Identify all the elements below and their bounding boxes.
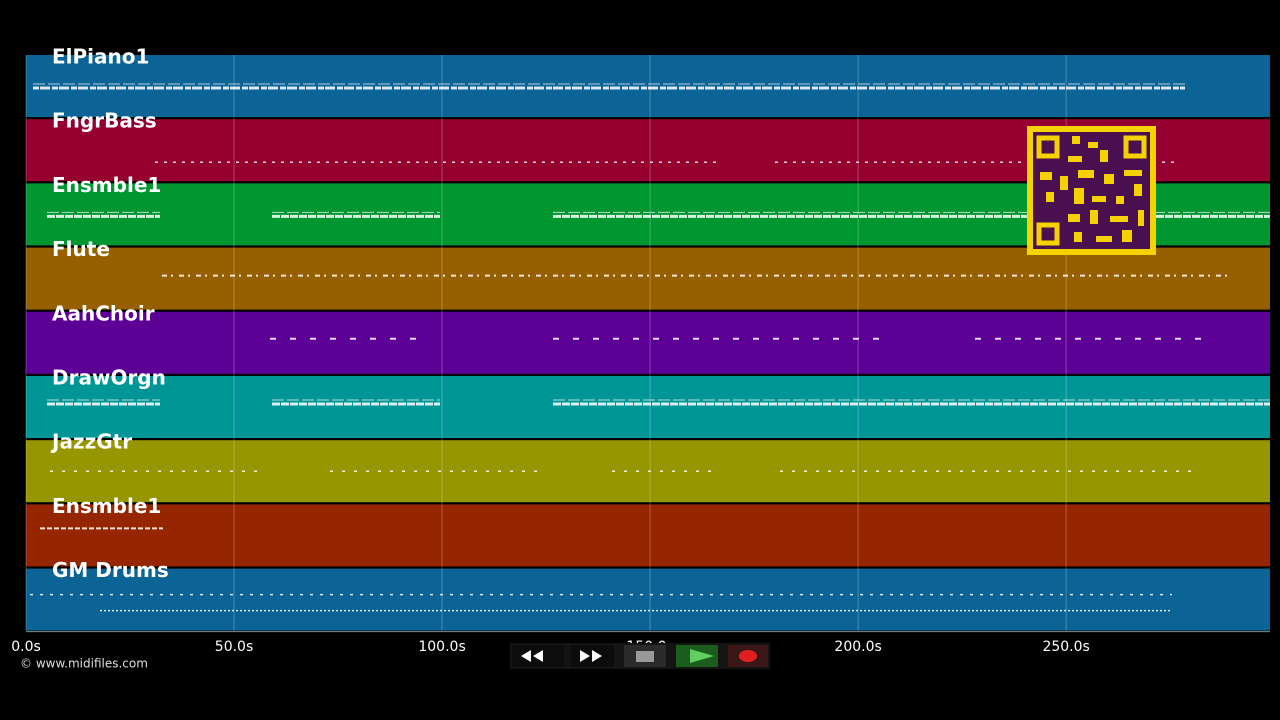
track-lane bbox=[26, 247, 1270, 310]
copyright: © www.midifiles.com bbox=[20, 657, 148, 671]
notes bbox=[30, 83, 1270, 612]
track-lane bbox=[26, 311, 1270, 374]
track-name: Ensmble1 bbox=[52, 494, 161, 518]
x-tick-label: 50.0s bbox=[215, 639, 253, 655]
track-name: FngrBass bbox=[52, 109, 157, 133]
track-name: ElPiano1 bbox=[52, 45, 149, 69]
x-tick-label: 250.0s bbox=[1042, 639, 1089, 655]
x-tick-label: 200.0s bbox=[834, 639, 881, 655]
track-name: AahChoir bbox=[52, 301, 155, 325]
track-lane bbox=[26, 376, 1270, 438]
labels: ElPiano1 FngrBass Ensmble1 Flute AahChoir Dra… bbox=[11, 45, 1090, 656]
fast-forward-button[interactable] bbox=[571, 645, 614, 667]
track-name: JazzGtr bbox=[50, 430, 132, 454]
x-tick-label: 100.0s bbox=[418, 639, 465, 655]
rewind-button[interactable] bbox=[512, 645, 564, 667]
track-name: GM Drums bbox=[52, 558, 169, 582]
track-lane bbox=[26, 568, 1270, 631]
x-tick-label: 0.0s bbox=[11, 639, 41, 655]
play-button[interactable] bbox=[676, 645, 718, 667]
record-button[interactable] bbox=[728, 645, 768, 667]
track-lane bbox=[26, 55, 1270, 117]
track-lane bbox=[26, 504, 1270, 567]
grid bbox=[25, 55, 1270, 633]
track-name: Ensmble1 bbox=[52, 173, 161, 197]
stop-button[interactable] bbox=[624, 645, 666, 667]
track-name: Flute bbox=[52, 237, 110, 261]
playback-controls bbox=[510, 643, 770, 669]
track-name: DrawOrgn bbox=[52, 366, 166, 390]
qr-code bbox=[1027, 126, 1156, 255]
